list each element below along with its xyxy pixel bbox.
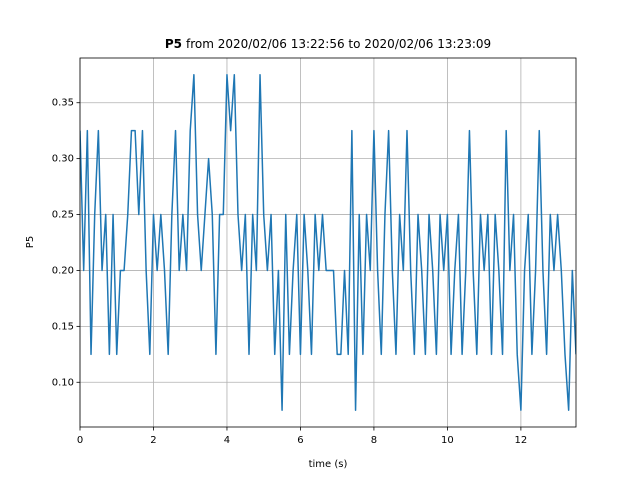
data-line <box>80 74 576 411</box>
y-tick-label: 0.20 <box>52 265 74 276</box>
y-tick-label: 0.15 <box>52 321 74 332</box>
x-tick-label: 10 <box>441 435 454 446</box>
plot-frame <box>79 57 577 428</box>
x-axis-label: time (s) <box>309 459 348 470</box>
x-tick-label: 0 <box>77 435 83 446</box>
title-variable: P5 <box>165 37 182 51</box>
chart-title: P5 from 2020/02/06 13:22:56 to 2020/02/06… <box>165 37 491 51</box>
x-tick-label: 4 <box>224 435 230 446</box>
x-tick-label: 6 <box>297 435 303 446</box>
x-tick-label: 8 <box>371 435 377 446</box>
y-axis-label: P5 <box>25 236 36 248</box>
y-tick-label: 0.35 <box>52 98 74 109</box>
y-tick-label: 0.10 <box>52 377 74 388</box>
x-tick-label: 12 <box>515 435 528 446</box>
title-range: from 2020/02/06 13:22:56 to 2020/02/06 1… <box>186 37 491 51</box>
x-tick-label: 2 <box>150 435 156 446</box>
y-tick-label: 0.25 <box>52 210 74 221</box>
y-tick-label: 0.30 <box>52 154 74 165</box>
